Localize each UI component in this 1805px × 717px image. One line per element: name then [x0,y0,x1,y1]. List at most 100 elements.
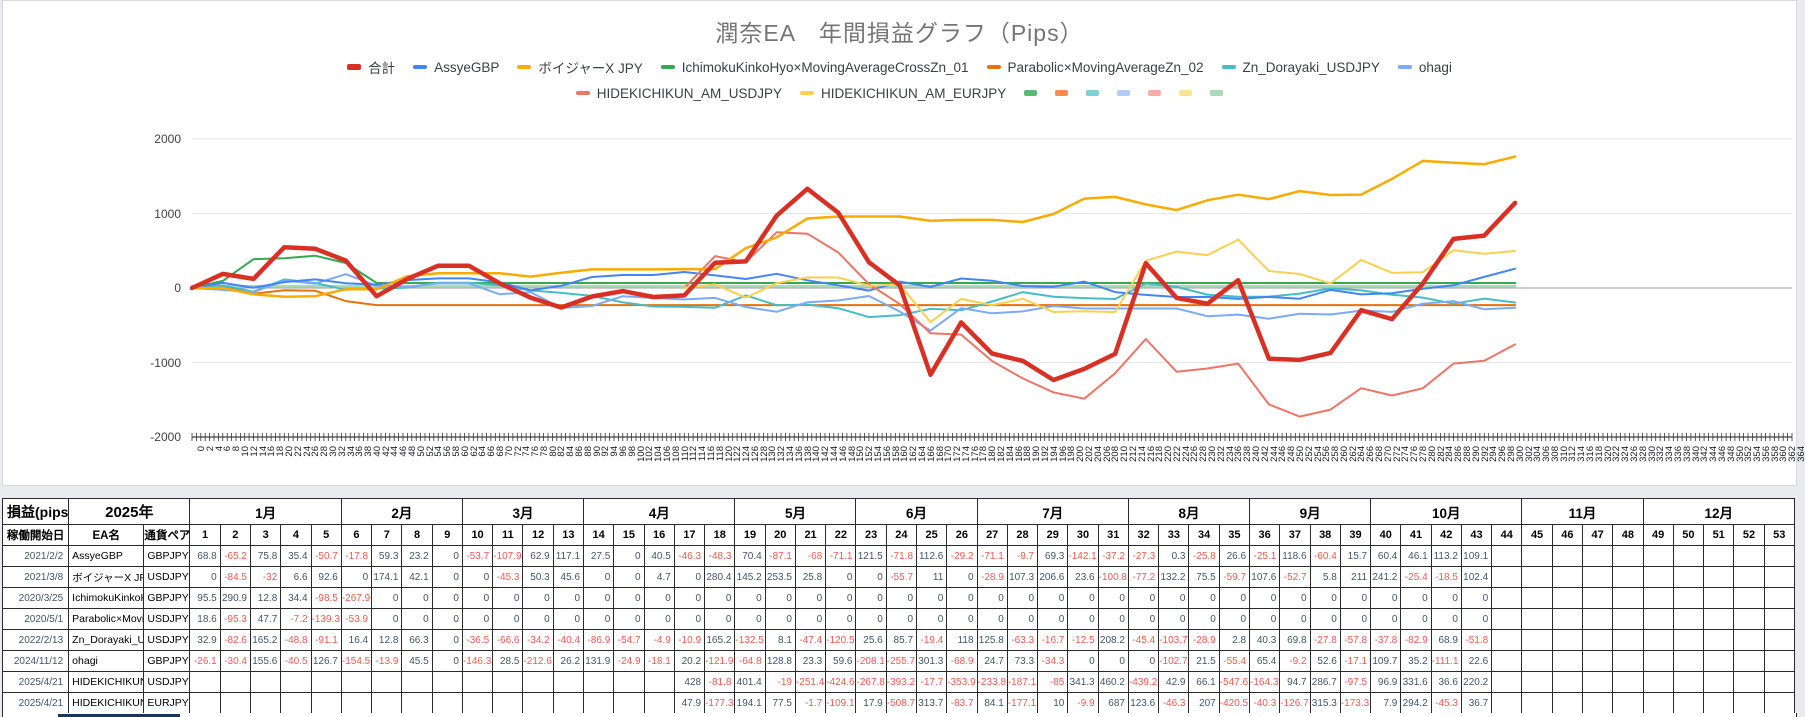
week-number-cell[interactable]: 13 [552,524,585,546]
value-cell[interactable]: 290.9 [219,587,252,609]
value-cell[interactable]: 42.1 [401,566,433,588]
value-cell[interactable] [310,671,342,693]
value-cell[interactable] [1703,671,1735,693]
value-cell[interactable]: -83.7 [946,692,978,714]
value-cell[interactable] [1642,545,1674,567]
value-cell[interactable]: 50.3 [522,566,554,588]
value-cell[interactable] [1521,608,1553,630]
month-header-cell[interactable]: 2月 [340,498,463,525]
value-cell[interactable] [1521,566,1553,588]
value-cell[interactable] [340,671,373,693]
value-cell[interactable]: -53.9 [340,608,373,630]
value-cell[interactable]: -25.1 [1249,545,1281,567]
value-cell[interactable]: 107.3 [1006,566,1039,588]
value-cell[interactable]: -32 [249,566,282,588]
value-cell[interactable]: 0 [1097,587,1129,609]
value-cell[interactable]: 428 [673,671,706,693]
value-cell[interactable]: 8.1 [764,629,796,651]
value-cell[interactable]: 28.5 [492,650,524,672]
value-cell[interactable]: 0 [885,608,918,630]
value-cell[interactable] [1733,587,1765,609]
value-cell[interactable]: 0 [1158,608,1190,630]
week-number-cell[interactable]: 51 [1703,524,1735,546]
value-cell[interactable]: 0 [613,608,645,630]
week-number-cell[interactable]: 8 [401,524,433,546]
value-cell[interactable]: -47.4 [794,629,827,651]
value-cell[interactable]: 36.6 [1430,671,1462,693]
value-cell[interactable] [1581,545,1614,567]
value-cell[interactable]: 0 [401,587,433,609]
month-header-cell[interactable]: 11月 [1521,498,1644,525]
week-number-cell[interactable]: 4 [280,524,312,546]
start-date-cell[interactable]: 2020/3/25 [1,587,70,609]
week-number-cell[interactable]: 29 [1037,524,1069,546]
value-cell[interactable] [1672,545,1705,567]
month-header-cell[interactable]: 9月 [1249,498,1372,525]
value-cell[interactable]: 34.4 [280,587,312,609]
week-number-cell[interactable]: 53 [1763,524,1796,546]
value-cell[interactable]: 315.3 [1309,692,1341,714]
value-cell[interactable]: -26.1 [189,650,221,672]
week-number-cell[interactable]: 21 [794,524,827,546]
value-cell[interactable] [1581,692,1614,714]
value-cell[interactable] [1703,608,1735,630]
week-number-cell[interactable]: 48 [1612,524,1644,546]
start-date-cell[interactable]: 2020/5/1 [1,608,70,630]
value-cell[interactable]: 0 [946,566,978,588]
value-cell[interactable] [1612,608,1644,630]
value-cell[interactable]: 0 [1400,587,1432,609]
value-cell[interactable]: -100.8 [1097,566,1129,588]
value-cell[interactable]: 35.4 [280,545,312,567]
value-cell[interactable]: 2.8 [1218,629,1251,651]
value-cell[interactable]: -120.5 [825,629,857,651]
value-cell[interactable] [1521,650,1553,672]
value-cell[interactable]: -17.7 [916,671,948,693]
value-cell[interactable]: 45.6 [552,566,585,588]
value-cell[interactable]: 0 [1037,587,1069,609]
value-cell[interactable]: 0 [1006,587,1039,609]
value-cell[interactable]: 26.6 [1218,545,1251,567]
value-cell[interactable] [1733,650,1765,672]
value-cell[interactable]: 0 [1460,587,1493,609]
value-cell[interactable] [1491,587,1523,609]
value-cell[interactable]: -420.5 [1218,692,1251,714]
value-cell[interactable]: 47.9 [673,692,706,714]
value-cell[interactable] [1521,692,1553,714]
value-cell[interactable]: -98.5 [310,587,342,609]
value-cell[interactable]: 0 [855,566,887,588]
value-cell[interactable]: 0 [1067,650,1099,672]
value-cell[interactable]: 109.7 [1370,650,1402,672]
value-cell[interactable] [1581,566,1614,588]
value-cell[interactable]: 0 [1127,608,1160,630]
value-cell[interactable] [371,692,403,714]
value-cell[interactable]: 46.1 [1400,545,1432,567]
value-cell[interactable]: -68 [794,545,827,567]
pair-cell[interactable]: GBPJPY [143,545,191,567]
value-cell[interactable]: -30.4 [219,650,252,672]
week-number-cell[interactable]: 34 [1188,524,1220,546]
value-cell[interactable]: 0 [522,587,554,609]
value-cell[interactable] [1521,629,1553,651]
week-number-cell[interactable]: 11 [492,524,524,546]
week-number-cell[interactable]: 18 [704,524,736,546]
value-cell[interactable] [1763,566,1796,588]
value-cell[interactable]: 0 [1097,608,1129,630]
value-cell[interactable]: 132.2 [1158,566,1190,588]
value-cell[interactable]: 0 [522,608,554,630]
value-cell[interactable] [1491,692,1523,714]
value-cell[interactable]: -177.3 [704,692,736,714]
week-number-cell[interactable]: 27 [976,524,1008,546]
value-cell[interactable]: -173.3 [1339,692,1372,714]
value-cell[interactable] [1703,692,1735,714]
value-cell[interactable]: 12.8 [249,587,282,609]
value-cell[interactable]: 331.6 [1400,671,1432,693]
value-cell[interactable]: 0 [946,587,978,609]
value-cell[interactable] [1733,629,1765,651]
value-cell[interactable]: 0 [764,608,796,630]
month-header-cell[interactable]: 10月 [1370,498,1523,525]
value-cell[interactable]: 0 [431,545,463,567]
month-header-cell[interactable]: 8月 [1127,498,1251,525]
value-cell[interactable]: 21.5 [1188,650,1220,672]
value-cell[interactable] [189,692,221,714]
week-number-cell[interactable]: 9 [431,524,463,546]
